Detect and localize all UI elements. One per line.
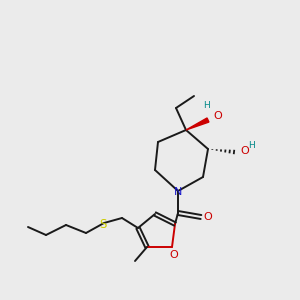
Text: O: O bbox=[204, 212, 212, 222]
Text: H: H bbox=[202, 101, 209, 110]
Text: S: S bbox=[99, 218, 107, 230]
Polygon shape bbox=[186, 118, 209, 130]
Text: O: O bbox=[240, 146, 249, 156]
Text: H: H bbox=[248, 142, 255, 151]
Text: O: O bbox=[169, 250, 178, 260]
Text: O: O bbox=[213, 111, 222, 121]
Text: N: N bbox=[174, 187, 182, 197]
